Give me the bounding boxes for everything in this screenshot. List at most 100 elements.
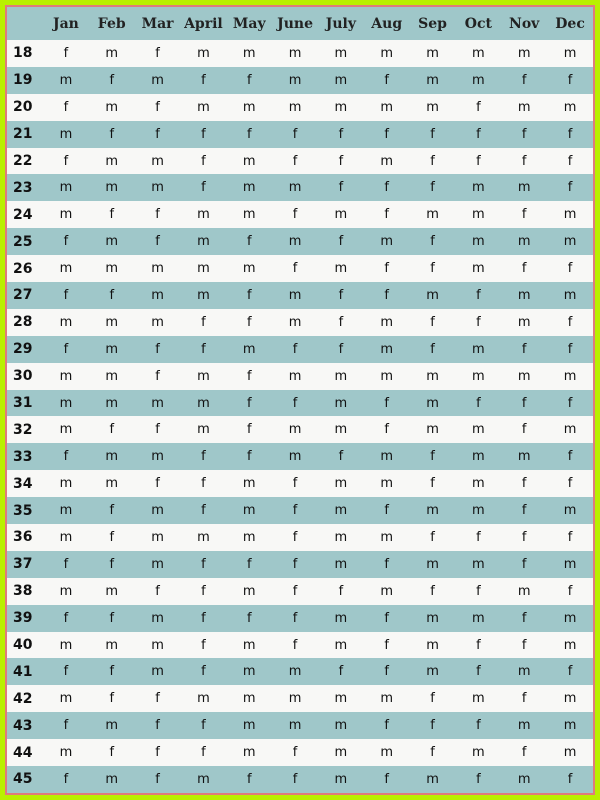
gender-cell: f — [180, 335, 227, 363]
gender-cell: m — [272, 416, 318, 444]
month-header: June — [272, 7, 318, 40]
gender-cell: f — [547, 120, 593, 148]
gender-cell: f — [88, 497, 135, 525]
header-row: Jan Feb Mar April May June July Aug Sep Oct Nov Dec — [7, 7, 593, 40]
gender-cell: m — [455, 201, 502, 229]
table-row: 21 m f f f f f f f f f f f — [7, 120, 593, 148]
month-header: July — [317, 7, 364, 40]
gender-cell: m — [317, 524, 364, 551]
gender-cell: m — [547, 631, 593, 659]
age-cell: 20 — [7, 93, 43, 121]
gender-cell: f — [180, 497, 227, 525]
gender-cell: m — [272, 685, 318, 713]
gender-cell: f — [180, 308, 227, 336]
gender-cell: m — [88, 470, 135, 498]
gender-cell: m — [501, 282, 548, 309]
gender-cell: f — [363, 66, 410, 94]
age-cell: 35 — [7, 497, 43, 525]
gender-cell: m — [43, 524, 89, 551]
gender-cell: f — [409, 147, 456, 175]
gender-cell: m — [272, 174, 318, 202]
gender-cell: f — [226, 604, 273, 632]
gender-cell: f — [134, 712, 181, 740]
gender-cell: m — [180, 40, 227, 67]
month-header: Oct — [455, 7, 502, 40]
gender-cell: m — [501, 93, 548, 121]
gender-cell: f — [501, 739, 548, 767]
gender-cell: m — [455, 497, 502, 525]
gender-cell: f — [501, 524, 548, 551]
gender-cell: m — [43, 255, 89, 283]
age-cell: 41 — [7, 658, 43, 686]
gender-cell: m — [180, 201, 227, 229]
table-row: 29 f m f f m f f m f m f f — [7, 335, 593, 363]
gender-cell: m — [226, 631, 273, 659]
gender-cell: m — [409, 93, 456, 121]
gender-cell: f — [317, 658, 364, 686]
table-row: 40 m m m f m f m f m f f m — [7, 631, 593, 659]
gender-cell: m — [43, 389, 89, 417]
gender-cell: f — [180, 658, 227, 686]
table-row: 30 m m f m f m m m m m m m — [7, 362, 593, 390]
gender-cell: f — [363, 550, 410, 578]
gender-cell: m — [134, 174, 181, 202]
gender-cell: m — [272, 443, 318, 471]
gender-cell: f — [409, 470, 456, 498]
gender-cell: f — [272, 550, 318, 578]
gender-cell: f — [226, 416, 273, 444]
gender-cell: m — [180, 416, 227, 444]
gender-cell: m — [134, 524, 181, 551]
gender-cell: m — [317, 201, 364, 229]
gender-cell: m — [226, 524, 273, 551]
gender-cell: f — [501, 201, 548, 229]
gender-cell: m — [547, 685, 593, 713]
table-row: 35 m f m f m f m f m m f m — [7, 497, 593, 525]
gender-cell: f — [43, 147, 89, 175]
table-row: 28 m m m f f m f m f f m f — [7, 308, 593, 336]
age-cell: 21 — [7, 120, 43, 148]
gender-cell: f — [409, 712, 456, 740]
gender-cell: f — [363, 255, 410, 283]
gender-cell: m — [363, 470, 410, 498]
gender-cell: f — [409, 739, 456, 767]
gender-cell: f — [88, 120, 135, 148]
gender-cell: m — [88, 255, 135, 283]
gender-cell: f — [363, 604, 410, 632]
gender-cell: f — [501, 255, 548, 283]
month-header: Jan — [43, 7, 89, 40]
age-cell: 30 — [7, 362, 43, 390]
gender-cell: m — [134, 604, 181, 632]
gender-cell: f — [501, 550, 548, 578]
gender-cell: m — [317, 739, 364, 767]
gender-cell: m — [317, 712, 364, 740]
gender-cell: f — [134, 685, 181, 713]
header-corner — [7, 7, 43, 40]
gender-cell: f — [455, 524, 502, 551]
gender-cell: f — [317, 282, 364, 309]
gender-cell: m — [317, 66, 364, 94]
gender-cell: m — [272, 228, 318, 256]
gender-cell: m — [43, 739, 89, 767]
gender-cell: f — [547, 658, 593, 686]
gender-cell: m — [226, 685, 273, 713]
gender-cell: f — [409, 228, 456, 256]
gender-cell: m — [409, 201, 456, 229]
gender-cell: f — [547, 335, 593, 363]
table-row: 32 m f f m f m m f m m f m — [7, 416, 593, 444]
gender-cell: m — [455, 550, 502, 578]
gender-cell: m — [226, 201, 273, 229]
gender-cell: m — [455, 739, 502, 767]
gender-cell: f — [409, 443, 456, 471]
gender-cell: f — [134, 470, 181, 498]
gender-cell: m — [317, 631, 364, 659]
gender-cell: m — [88, 389, 135, 417]
table-row: 19 m f m f f m m f m m f f — [7, 66, 593, 94]
gender-cell: f — [88, 739, 135, 767]
gender-cell: m — [363, 443, 410, 471]
age-cell: 38 — [7, 577, 43, 605]
gender-cell: m — [180, 766, 227, 793]
gender-cell: f — [501, 604, 548, 632]
gender-cell: f — [180, 174, 227, 202]
gender-cell: m — [501, 766, 548, 793]
gender-cell: m — [317, 685, 364, 713]
